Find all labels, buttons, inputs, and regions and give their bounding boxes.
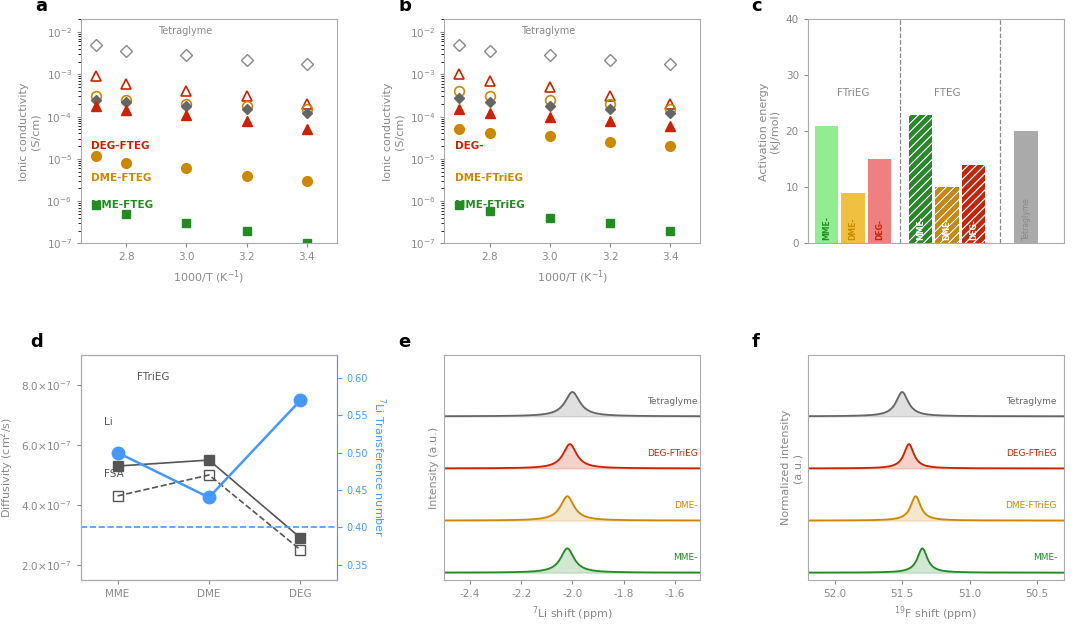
Text: DME-FTriEG: DME-FTriEG [455,173,523,183]
Bar [1014,131,1038,243]
Bar [962,165,985,243]
Text: DEG-FTriEG: DEG-FTriEG [647,450,698,459]
Text: DME-: DME- [849,218,858,240]
Y-axis label: Activation energy
(kJ/mol): Activation energy (kJ/mol) [758,82,780,180]
Text: Tetraglyme: Tetraglyme [1007,397,1057,406]
Text: DME-FTEG: DME-FTEG [91,173,151,183]
Text: MME-: MME- [1032,553,1057,562]
Text: FTriEG: FTriEG [137,372,170,382]
Text: DEG-: DEG- [969,219,978,240]
Bar [815,126,838,243]
Text: Tetraglyme: Tetraglyme [158,26,212,36]
Bar [962,165,985,243]
Text: FTEG: FTEG [934,88,960,98]
Y-axis label: Intensity (a.u.): Intensity (a.u.) [429,426,438,509]
Text: DME-: DME- [943,218,951,240]
Text: DEG-FTEG: DEG-FTEG [91,141,150,151]
Text: a: a [35,0,46,15]
Text: DEG-: DEG- [455,141,483,151]
X-axis label: 1000/T (K$^{-1}$): 1000/T (K$^{-1}$) [173,268,245,286]
Text: Li: Li [104,417,112,427]
Text: DME-: DME- [674,502,698,511]
Y-axis label: Normalized intensity
(a.u.): Normalized intensity (a.u.) [781,410,802,526]
Text: e: e [399,333,410,351]
X-axis label: $^7$Li shift (ppm): $^7$Li shift (ppm) [532,604,612,623]
Text: Tetraglyme: Tetraglyme [647,397,698,406]
Text: MME-: MME- [822,216,832,240]
Text: f: f [752,333,759,351]
Bar [841,193,865,243]
Text: d: d [30,333,42,351]
Text: c: c [752,0,762,15]
Text: Tetraglyme: Tetraglyme [1022,197,1030,240]
X-axis label: $^{19}$F shift (ppm): $^{19}$F shift (ppm) [894,604,977,623]
Bar [935,187,959,243]
Y-axis label: Ionic conductivity
(S/cm): Ionic conductivity (S/cm) [19,82,41,180]
Text: FSA: FSA [104,468,124,478]
Bar [867,160,891,243]
Bar [909,115,932,243]
Text: b: b [399,0,411,15]
Text: MME-FTriEG: MME-FTriEG [455,200,525,209]
Text: MME-: MME- [674,553,698,562]
Text: MME-: MME- [916,216,926,240]
Text: FTriEG: FTriEG [837,88,869,98]
Bar [935,187,959,243]
Bar [909,115,932,243]
Text: MME-FTEG: MME-FTEG [91,200,153,209]
Y-axis label: Diffusivity (cm$^2$/s): Diffusivity (cm$^2$/s) [0,417,16,518]
Text: DME-FTriEG: DME-FTriEG [1005,502,1057,511]
Text: DEG-: DEG- [875,219,883,240]
Text: DEG-FTriEG: DEG-FTriEG [1007,450,1057,459]
X-axis label: 1000/T (K$^{-1}$): 1000/T (K$^{-1}$) [537,268,608,286]
Y-axis label: Ionic conductivity
(S/cm): Ionic conductivity (S/cm) [382,82,404,180]
Y-axis label: $^7$Li Transference number: $^7$Li Transference number [372,397,388,538]
Text: Tetraglyme: Tetraglyme [522,26,576,36]
